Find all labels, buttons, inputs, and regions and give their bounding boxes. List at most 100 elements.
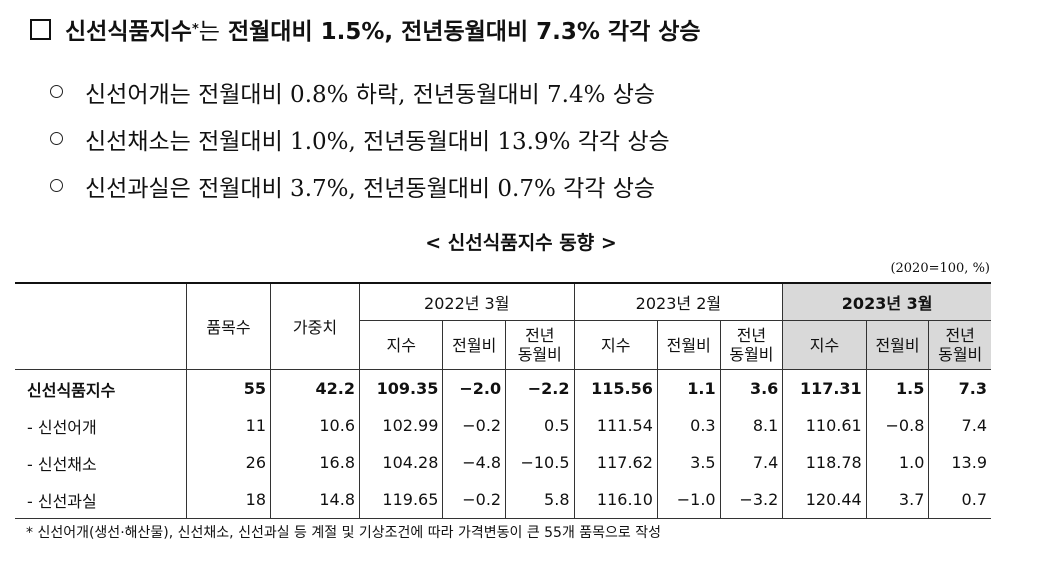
data-row: - 신선어개 11 10.6 102.99 −0.2 0.5 111.54 0.3 8.1 110…: [15, 407, 991, 444]
cell: −4.8: [442, 444, 506, 481]
cell: −0.8: [865, 407, 929, 444]
subcolumn-text: 지수: [386, 335, 416, 355]
cell: 3.5: [656, 444, 721, 481]
subcolumn-text: 동월비: [938, 345, 983, 364]
cell: 55: [186, 369, 271, 407]
box-icon: [30, 18, 51, 40]
cell: 0.7: [928, 481, 991, 519]
circle-icon: [50, 132, 63, 145]
cell: 0.5: [505, 407, 574, 444]
period-header: 2023년 3월: [782, 282, 991, 321]
cell: 18: [186, 481, 271, 519]
unit: (2020=100, %): [890, 261, 990, 276]
row-name: - 신선과실: [15, 481, 187, 519]
header-row: 품목수 가중치 2022년 3월 2023년 2월 2023년 3월: [15, 282, 991, 370]
cell: 26: [186, 444, 271, 481]
data-row: - 신선과실 18 14.8 119.65 −0.2 5.8 116.10 −1.0 −3.2 1…: [15, 481, 991, 519]
column-header: 품목수: [186, 282, 271, 370]
cell: 10.6: [270, 407, 360, 444]
row-name: - 신선채소: [27, 454, 97, 474]
subcolumn-header: 전월비: [865, 320, 929, 370]
subcolumn-header: 전월비: [442, 320, 506, 370]
cell: −2.0: [442, 369, 506, 407]
subcolumn-header: 지수: [573, 320, 658, 370]
cell: −3.2: [719, 481, 783, 519]
cell: −0.2: [442, 407, 506, 444]
cell: −0.2: [442, 481, 506, 519]
data-row: - 신선채소 26 16.8 104.28 −4.8 −10.5 117.62 3.5 7.4 1…: [15, 444, 991, 481]
header-row: 지수 전월비 전년 동월비 지수 전월비 전년 동월비 지수 전월비 전년 동월비: [15, 320, 991, 370]
table-title: < 신선식품지수 동향 >: [425, 232, 617, 254]
heading-subject: 신선식품지수: [65, 19, 192, 45]
heading: 신선식품지수 * 는 전월대비 1.5%, 전년동월대비 7.3% 각각 상승: [30, 12, 701, 46]
cell: 119.65: [358, 481, 443, 519]
cell: 104.28: [358, 444, 443, 481]
cell: 117.62: [573, 444, 658, 481]
cell: −1.0: [656, 481, 721, 519]
bullet: 신선채소는 전월대비 1.0%, 전년동월대비 13.9% 각각 상승: [50, 115, 670, 162]
period-header: 2022년 3월: [359, 282, 574, 321]
subcolumn-text: 전년: [945, 326, 975, 345]
data-row: 신선식품지수 55 42.2 109.35 −2.0 −2.2 115.56 1.1 3.6 11…: [15, 369, 991, 407]
cell: 109.35: [358, 369, 443, 407]
cell: 115.56: [573, 369, 658, 407]
cell: 7.3: [928, 369, 991, 407]
cell: 42.2: [270, 369, 360, 407]
cell: 118.78: [782, 444, 867, 481]
subcolumn-text: 전월비: [666, 335, 711, 355]
cell: 110.61: [782, 407, 867, 444]
cell: 1.5: [865, 369, 929, 407]
subcolumn-text: 지수: [809, 335, 840, 355]
cell: 111.54: [573, 407, 658, 444]
cell: 117.31: [782, 369, 867, 407]
cell: 7.4: [719, 444, 783, 481]
cell: 3.7: [865, 481, 929, 519]
subcolumn-text: 지수: [600, 335, 631, 355]
cell: 1.1: [656, 369, 721, 407]
subcolumn-header: 전년 동월비: [928, 320, 991, 370]
subcolumn-text: 전년: [525, 326, 555, 345]
subcolumn-text: 전월비: [875, 335, 920, 355]
cell: 120.44: [782, 481, 867, 519]
subcolumn-header: 지수: [358, 320, 443, 370]
cell: 14.8: [270, 481, 360, 519]
column-header: 가중치: [270, 282, 360, 370]
subcolumn-text: 동월비: [729, 345, 774, 364]
cell: 0.3: [656, 407, 721, 444]
subcolumn-header: 전월비: [656, 320, 721, 370]
cell: 13.9: [928, 444, 991, 481]
row-name: - 신선어개: [27, 417, 97, 437]
circle-icon: [50, 179, 63, 192]
cell: 5.8: [505, 481, 574, 519]
cell: 11: [186, 407, 271, 444]
cell: 3.6: [719, 369, 783, 407]
cell: 7.4: [928, 407, 991, 444]
cell: −10.5: [505, 444, 574, 481]
cell: 1.0: [865, 444, 929, 481]
footnote: * 신선어개(생선·해산물), 신선채소, 신선과실 등 계절 및 기상조건에 …: [26, 525, 662, 541]
bullet: 신선어개는 전월대비 0.8% 하락, 전년동월대비 7.4% 상승: [50, 68, 670, 115]
bullet-text: 신선과실은 전월대비 3.7%, 전년동월대비 0.7% 각각 상승: [85, 175, 656, 202]
table: 품목수 가중치 2022년 3월 2023년 2월 2023년 3월 지수 전월비 전년 동월비…: [15, 282, 991, 519]
bullet-text: 신선어개는 전월대비 0.8% 하락, 전년동월대비 7.4% 상승: [85, 81, 656, 108]
heading-particle: 는: [198, 19, 220, 45]
subcolumn-text: 전년: [736, 326, 767, 345]
bullet-text: 신선채소는 전월대비 1.0%, 전년동월대비 13.9% 각각 상승: [85, 128, 670, 155]
period-header: 2023년 2월: [573, 282, 783, 321]
circle-icon: [50, 85, 63, 98]
bullets: 신선어개는 전월대비 0.8% 하락, 전년동월대비 7.4% 상승 신선채소는…: [50, 68, 670, 209]
subcolumn-header: 지수: [782, 320, 867, 370]
subcolumn-text: 동월비: [517, 345, 562, 364]
cell: 16.8: [270, 444, 360, 481]
cell: 102.99: [358, 407, 443, 444]
subcolumn-header: 전년 동월비: [719, 320, 783, 370]
corner-cell: [15, 282, 187, 370]
cell: 8.1: [719, 407, 783, 444]
row-name: 신선식품지수: [27, 380, 116, 400]
heading-star: *: [191, 21, 199, 37]
subcolumn-header: 전년 동월비: [505, 320, 574, 370]
subcolumn-text: 전월비: [452, 335, 497, 355]
cell: 116.10: [573, 481, 658, 519]
bullet: 신선과실은 전월대비 3.7%, 전년동월대비 0.7% 각각 상승: [50, 162, 670, 209]
